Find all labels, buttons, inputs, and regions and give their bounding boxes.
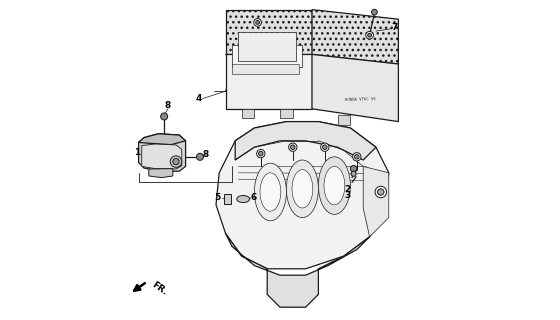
Circle shape <box>288 143 297 151</box>
Polygon shape <box>239 32 296 61</box>
Polygon shape <box>363 166 389 237</box>
Circle shape <box>197 153 203 160</box>
Circle shape <box>323 145 327 149</box>
Text: 8: 8 <box>203 150 209 159</box>
Text: FR.: FR. <box>150 280 169 297</box>
Polygon shape <box>232 64 299 74</box>
Polygon shape <box>226 234 370 307</box>
Polygon shape <box>280 109 293 118</box>
Bar <box>224 194 231 204</box>
Circle shape <box>375 186 386 198</box>
Circle shape <box>351 165 357 172</box>
Circle shape <box>377 189 384 195</box>
Circle shape <box>321 143 329 151</box>
Ellipse shape <box>292 170 313 208</box>
Text: 2: 2 <box>344 185 351 194</box>
Circle shape <box>256 149 265 158</box>
Circle shape <box>170 156 182 167</box>
Circle shape <box>161 113 167 120</box>
Text: HONDA VTEC V6: HONDA VTEC V6 <box>344 97 376 102</box>
Circle shape <box>353 153 361 161</box>
Ellipse shape <box>254 163 286 221</box>
Circle shape <box>291 145 295 149</box>
Text: 1: 1 <box>134 148 141 157</box>
Ellipse shape <box>319 157 351 214</box>
Circle shape <box>256 20 259 24</box>
Circle shape <box>368 33 371 37</box>
Polygon shape <box>226 54 312 109</box>
Ellipse shape <box>260 173 281 211</box>
Ellipse shape <box>286 160 319 218</box>
Polygon shape <box>138 134 185 171</box>
Polygon shape <box>226 10 312 54</box>
Text: 8: 8 <box>165 101 171 110</box>
Polygon shape <box>138 134 185 145</box>
Polygon shape <box>232 45 302 67</box>
Polygon shape <box>312 10 398 64</box>
Text: 4: 4 <box>195 94 202 103</box>
Text: 5: 5 <box>214 193 221 202</box>
Polygon shape <box>241 109 254 118</box>
Circle shape <box>259 151 263 156</box>
Circle shape <box>371 9 377 15</box>
Polygon shape <box>142 144 182 169</box>
Text: 6: 6 <box>251 193 257 202</box>
Polygon shape <box>216 122 389 269</box>
Ellipse shape <box>237 196 250 203</box>
Circle shape <box>366 31 374 39</box>
Circle shape <box>254 19 262 26</box>
Circle shape <box>351 171 356 176</box>
Polygon shape <box>312 54 398 122</box>
Polygon shape <box>235 122 376 160</box>
Ellipse shape <box>324 166 345 205</box>
Text: 3: 3 <box>344 191 351 200</box>
Circle shape <box>173 158 179 165</box>
Polygon shape <box>149 169 173 178</box>
Circle shape <box>354 155 359 159</box>
Text: 7: 7 <box>391 23 398 32</box>
Polygon shape <box>338 115 351 125</box>
